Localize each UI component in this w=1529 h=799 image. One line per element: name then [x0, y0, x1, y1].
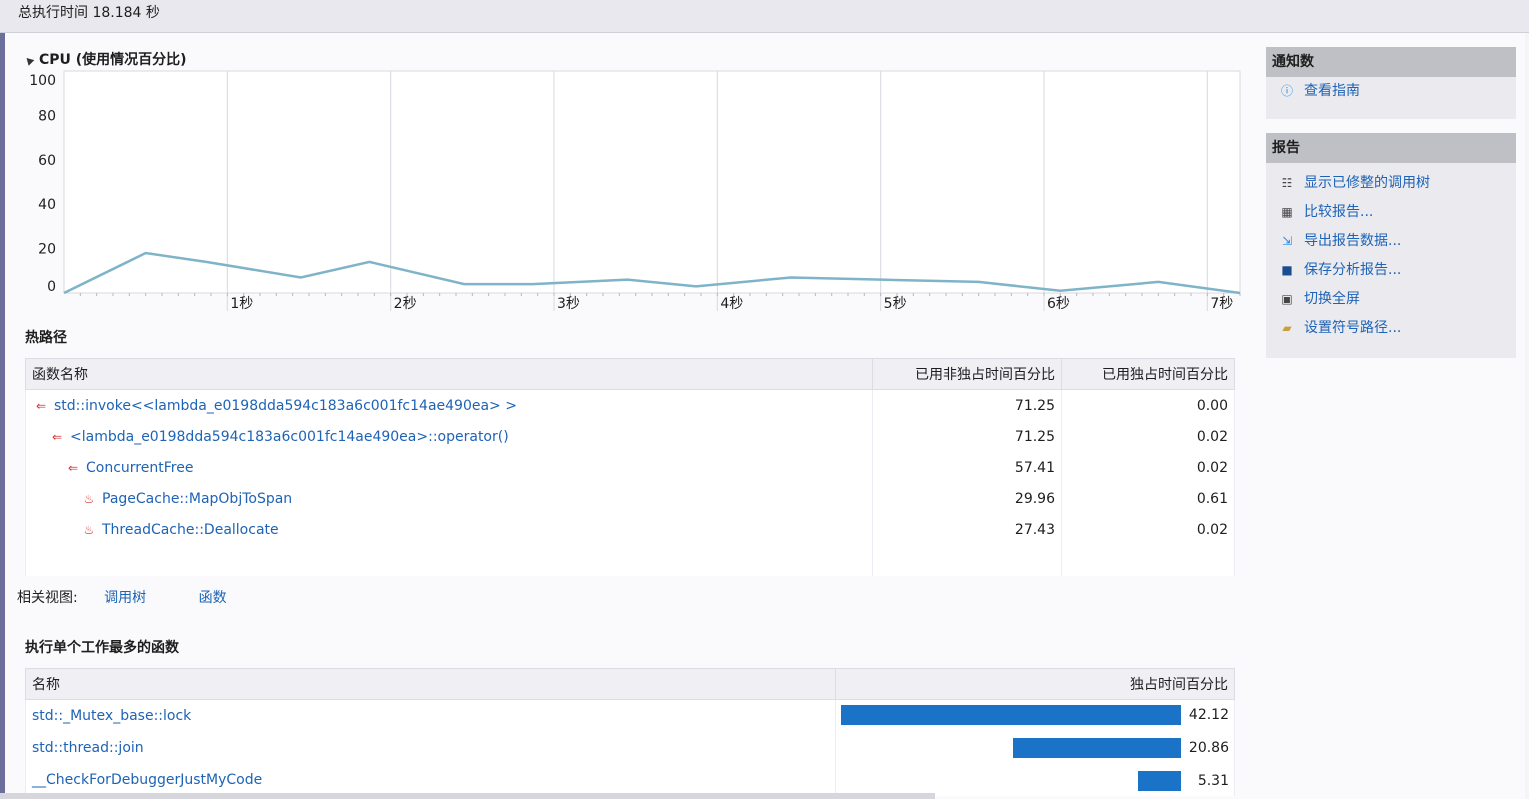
- exclusive-percent: 0.02: [1061, 452, 1235, 483]
- exclusive-percent-bar: [1012, 738, 1181, 758]
- hot-path-table: 函数名称 已用非独占时间百分比 已用独占时间百分比 ⇐ std::invoke<<…: [25, 358, 1235, 576]
- horizontal-scrollbar[interactable]: [0, 793, 935, 799]
- view-guide-link[interactable]: ⓘ 查看指南: [1266, 77, 1516, 106]
- cpu-section-title[interactable]: CPU (使用情况百分比): [23, 49, 187, 69]
- exclusive-percent: 0.61: [1061, 483, 1235, 514]
- function-name[interactable]: ConcurrentFree: [86, 459, 194, 476]
- info-icon: ⓘ: [1280, 84, 1293, 98]
- exclusive-percent-value: 42.12: [1188, 707, 1229, 723]
- notifications-panel: 通知数 ⓘ 查看指南: [1266, 47, 1516, 119]
- notifications-header: 通知数: [1266, 47, 1516, 77]
- folder-icon: ▰: [1282, 321, 1292, 335]
- column-header-function-name[interactable]: 函数名称: [25, 358, 873, 390]
- collapse-triangle-icon[interactable]: [23, 54, 35, 66]
- function-name[interactable]: PageCache::MapObjToSpan: [102, 490, 293, 507]
- toggle-fullscreen-link[interactable]: ▣ 切换全屏: [1266, 285, 1516, 314]
- functions-link[interactable]: 函数: [198, 590, 227, 606]
- inclusive-percent: 71.25: [872, 389, 1062, 421]
- column-header-exclusive-percent[interactable]: 独占时间百分比: [835, 668, 1235, 700]
- compare-reports-link[interactable]: ▦ 比较报告...: [1266, 198, 1516, 227]
- save-icon: ■: [1281, 263, 1293, 277]
- related-views-label: 相关视图:: [17, 590, 78, 606]
- export-icon: ⇲: [1281, 234, 1293, 248]
- related-views: 相关视图: 调用树 函数: [17, 587, 227, 607]
- compare-icon: ▦: [1281, 205, 1293, 219]
- exclusive-percent-value: 5.31: [1197, 773, 1229, 789]
- function-name-cell[interactable]: ♨ ThreadCache::Deallocate: [25, 514, 873, 545]
- fullscreen-icon: ▣: [1281, 292, 1293, 306]
- save-report-link[interactable]: ■ 保存分析报告...: [1266, 256, 1516, 285]
- function-name[interactable]: std::invoke<<lambda_e0198dda594c183a6c00…: [54, 397, 517, 414]
- function-name-cell[interactable]: ♨ PageCache::MapObjToSpan: [25, 483, 873, 514]
- function-name-cell[interactable]: ⇐ ConcurrentFree: [25, 452, 873, 483]
- hot-path-row[interactable]: ⇐ ConcurrentFree 57.41 0.02: [25, 452, 1235, 483]
- hot-path-row[interactable]: ♨ PageCache::MapObjToSpan 29.96 0.61: [25, 483, 1235, 514]
- hot-path-icon: ⇐: [51, 429, 63, 444]
- show-trimmed-call-tree-link[interactable]: ☷ 显示已修整的调用树: [1266, 169, 1516, 198]
- exclusive-percent: 0.02: [1061, 421, 1235, 452]
- function-name[interactable]: <lambda_e0198dda594c183a6c001fc14ae490ea…: [70, 428, 509, 445]
- function-name[interactable]: std::_Mutex_base::lock: [32, 708, 192, 724]
- flame-icon: ♨: [83, 491, 95, 506]
- hot-path-row[interactable]: ⇐ std::invoke<<lambda_e0198dda594c183a6c0…: [25, 389, 1235, 421]
- hot-path-icon: ⇐: [67, 460, 79, 475]
- column-header-inclusive[interactable]: 已用非独占时间百分比: [872, 358, 1062, 390]
- function-name[interactable]: ThreadCache::Deallocate: [102, 521, 279, 538]
- function-name[interactable]: __CheckForDebuggerJustMyCode: [32, 772, 263, 788]
- tree-icon: ☷: [1281, 176, 1293, 190]
- function-name[interactable]: std::thread::join: [32, 740, 144, 756]
- hot-path-row[interactable]: ♨ ThreadCache::Deallocate 27.43 0.02: [25, 514, 1235, 545]
- call-tree-link[interactable]: 调用树: [104, 590, 147, 606]
- top-function-row[interactable]: std::thread::join: [24, 732, 1235, 764]
- hot-path-title: 热路径: [25, 330, 67, 346]
- column-header-name[interactable]: 名称: [24, 668, 837, 700]
- function-name-cell[interactable]: ⇐ std::invoke<<lambda_e0198dda594c183a6c0…: [25, 389, 873, 421]
- inclusive-percent: 71.25: [872, 421, 1062, 452]
- function-name-cell[interactable]: ⇐ <lambda_e0198dda594c183a6c001fc14ae490e…: [25, 421, 873, 452]
- exclusive-percent: 0.02: [1061, 514, 1235, 545]
- exclusive-percent-bar: [841, 705, 1181, 725]
- exclusive-percent: 0.00: [1061, 389, 1235, 421]
- exclusive-percent-value: 20.86: [1188, 740, 1229, 756]
- column-header-exclusive[interactable]: 已用独占时间百分比: [1061, 358, 1235, 390]
- reports-header: 报告: [1266, 133, 1516, 163]
- reports-panel: 报告 ☷ 显示已修整的调用树 ▦ 比较报告... ⇲ 导出报告数据... ■ 保存分析报…: [1266, 133, 1516, 358]
- top-function-row[interactable]: __CheckForDebuggerJustMyCode: [24, 764, 1235, 796]
- header-bar: 总执行时间 18.184 秒: [0, 0, 1529, 33]
- top-functions-title: 执行单个工作最多的函数: [25, 640, 179, 656]
- set-symbol-path-link[interactable]: ▰ 设置符号路径...: [1266, 314, 1516, 343]
- function-name-cell[interactable]: __CheckForDebuggerJustMyCode: [24, 764, 837, 796]
- inclusive-percent: 57.41: [872, 452, 1062, 483]
- function-name-cell[interactable]: std::_Mutex_base::lock: [24, 699, 837, 732]
- flame-icon: ♨: [83, 522, 95, 537]
- window-left-edge: [0, 0, 5, 799]
- hot-path-icon: ⇐: [35, 398, 47, 413]
- export-report-data-link[interactable]: ⇲ 导出报告数据...: [1266, 227, 1516, 256]
- exclusive-percent-bar: [1138, 771, 1181, 791]
- function-name-cell[interactable]: std::thread::join: [24, 732, 837, 764]
- execution-time-label: 总执行时间 18.184 秒: [18, 5, 160, 21]
- hot-path-row[interactable]: ⇐ <lambda_e0198dda594c183a6c001fc14ae490e…: [25, 421, 1235, 452]
- inclusive-percent: 29.96: [872, 483, 1062, 514]
- inclusive-percent: 27.43: [872, 514, 1062, 545]
